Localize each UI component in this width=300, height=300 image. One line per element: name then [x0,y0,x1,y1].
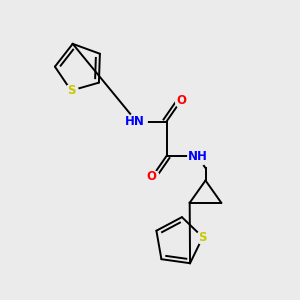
Text: NH: NH [188,149,208,163]
Text: O: O [146,170,157,184]
Text: S: S [199,231,207,244]
Text: HN: HN [125,115,145,128]
Text: O: O [176,94,187,107]
Text: S: S [67,84,75,97]
